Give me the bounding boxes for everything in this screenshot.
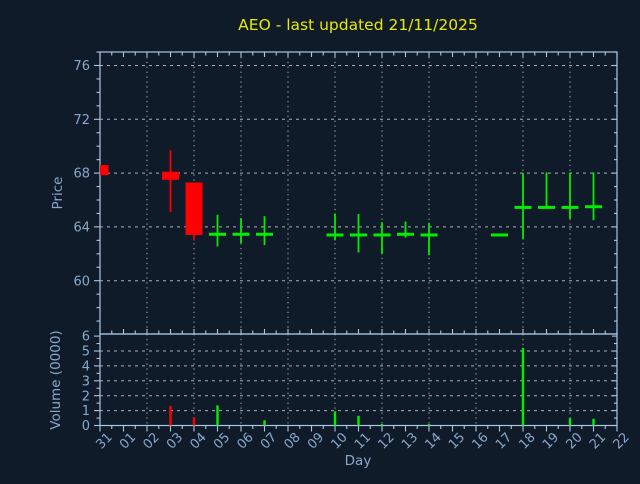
candle-body-14 (420, 233, 438, 237)
volume-bar-18 (521, 348, 525, 426)
x-tick-label: 31 (93, 430, 115, 452)
x-tick-label: 21 (587, 430, 609, 452)
x-tick-label: 04 (187, 430, 209, 452)
candle-body-17 (491, 233, 508, 237)
volume-bar-07 (263, 420, 266, 426)
x-tick-label: 17 (493, 430, 515, 452)
candle-body-13 (397, 232, 414, 236)
volume-bar-04 (192, 417, 196, 426)
volume-bar-05 (216, 405, 219, 426)
candle-body-05 (209, 232, 226, 236)
price-tick-label: 64 (73, 220, 90, 235)
candle-body-20 (561, 205, 579, 209)
volume-bar-11 (357, 415, 360, 426)
candles-layer (100, 150, 602, 256)
x-tick-label: 11 (352, 430, 374, 452)
price-tick-label: 60 (73, 274, 90, 289)
volume-tick-label: 2 (82, 389, 90, 404)
x-tick-label: 07 (258, 430, 280, 452)
x-tick-label: 22 (610, 430, 632, 452)
volume-tick-label: 0 (82, 419, 90, 434)
volume-bar-10 (333, 411, 337, 426)
x-tick-label: 12 (375, 430, 397, 452)
volume-axis-label: Volume (0000) (48, 330, 64, 429)
x-tick-label: 08 (281, 430, 303, 452)
price-panel-frame (99, 51, 618, 335)
price-tick-label: 68 (73, 167, 90, 182)
chart-generated-layer: 31 01 02 03 04 05 06 07 08 09 10 11 12 13 14 15 16 17 18 19… (73, 51, 633, 452)
candle-body-12 (373, 233, 391, 237)
x-tick-label: 01 (117, 430, 139, 452)
candle-body-18 (514, 205, 532, 209)
candle-body-06 (232, 232, 250, 236)
volume-tick-label: 5 (82, 345, 90, 360)
x-tick-label: 09 (305, 430, 327, 452)
x-tick-label: 02 (140, 430, 162, 452)
volume-bar-12 (380, 424, 384, 426)
volume-bar-03 (169, 406, 172, 426)
candle-body-10 (326, 233, 344, 237)
x-tick-label: 16 (469, 430, 491, 452)
price-axis-label: Price (50, 177, 66, 210)
volume-bar-20 (568, 418, 572, 426)
x-tick-label: 20 (563, 430, 585, 452)
candle-body-04 (185, 182, 203, 235)
candle-body-19 (538, 205, 555, 209)
candle-body-21 (585, 205, 602, 209)
volume-bar-14 (427, 424, 431, 426)
x-tick-label: 14 (422, 430, 444, 452)
x-tick-label: 05 (211, 430, 233, 452)
volume-tick-label: 3 (82, 374, 90, 389)
price-tick-label: 76 (73, 59, 90, 74)
volume-tick-label: 1 (82, 404, 90, 419)
candle-body-11 (350, 233, 367, 237)
volume-tick-label: 4 (82, 359, 90, 374)
x-tick-label: 13 (399, 430, 421, 452)
chart-title: AEO - last updated 21/11/2025 (238, 16, 478, 34)
x-tick-label: 19 (540, 430, 562, 452)
volume-panel-frame (99, 333, 618, 427)
x-tick-label: 10 (328, 430, 350, 452)
price-tick-label: 72 (73, 113, 90, 128)
x-tick-label: 15 (446, 430, 468, 452)
candle-body-03 (162, 171, 179, 180)
candle-body-31 (100, 165, 109, 176)
candle-body-07 (256, 232, 273, 236)
volume-tick-label: 6 (82, 330, 90, 345)
x-tick-label: 06 (234, 430, 256, 452)
day-axis-label: Day (345, 453, 372, 469)
volume-bar-21 (592, 418, 595, 426)
x-tick-label: 03 (164, 430, 186, 452)
x-tick-label: 18 (516, 430, 538, 452)
